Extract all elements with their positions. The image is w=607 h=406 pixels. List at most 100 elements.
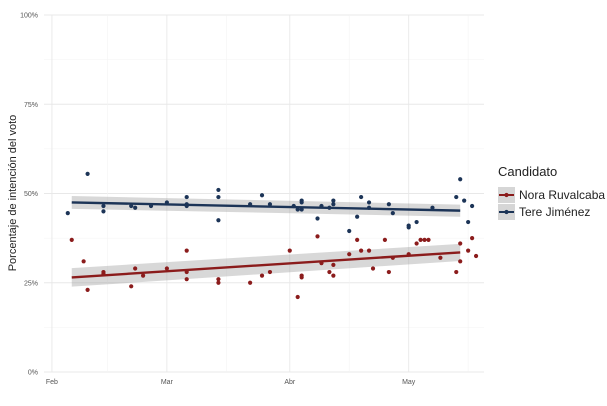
legend: Candidato Nora Ruvalcaba Tere Jiménez bbox=[498, 164, 605, 220]
data-point bbox=[458, 259, 463, 264]
data-point bbox=[184, 194, 189, 200]
y-tick-label: 50% bbox=[24, 191, 38, 198]
data-point bbox=[299, 200, 304, 205]
x-tick-label: Feb bbox=[46, 379, 58, 386]
data-point bbox=[216, 280, 221, 285]
data-point bbox=[295, 294, 300, 300]
data-point bbox=[184, 269, 189, 275]
data-point bbox=[355, 214, 360, 219]
data-point bbox=[140, 273, 146, 278]
data-point bbox=[406, 252, 411, 257]
x-tick-label: Mar bbox=[161, 379, 174, 386]
data-point bbox=[331, 198, 336, 203]
trend-line bbox=[71, 251, 461, 279]
data-point bbox=[426, 237, 431, 243]
data-point bbox=[418, 237, 423, 243]
data-point bbox=[458, 177, 463, 182]
data-point bbox=[454, 194, 459, 200]
data-point bbox=[366, 200, 372, 205]
data-point bbox=[347, 252, 352, 257]
data-point bbox=[259, 193, 265, 198]
data-point bbox=[259, 273, 265, 278]
data-point bbox=[65, 211, 70, 216]
data-point bbox=[422, 237, 427, 243]
data-point bbox=[466, 219, 471, 225]
data-point bbox=[85, 171, 90, 176]
data-point bbox=[315, 234, 320, 239]
data-point bbox=[414, 219, 419, 225]
data-point bbox=[148, 203, 154, 209]
data-point bbox=[291, 203, 296, 209]
data-points bbox=[65, 171, 479, 300]
data-point bbox=[319, 261, 324, 266]
data-point bbox=[216, 277, 221, 282]
y-tick-label: 0% bbox=[28, 370, 38, 377]
legend-title: Candidato bbox=[498, 164, 557, 179]
data-point bbox=[331, 202, 336, 207]
data-point bbox=[267, 202, 273, 207]
data-point bbox=[299, 207, 304, 212]
data-point bbox=[473, 253, 479, 259]
data-point bbox=[295, 207, 300, 212]
data-point bbox=[470, 203, 475, 209]
data-point bbox=[458, 241, 463, 246]
data-point bbox=[470, 236, 475, 241]
data-point bbox=[430, 205, 435, 210]
data-point bbox=[315, 216, 320, 221]
data-point bbox=[331, 273, 336, 278]
data-point bbox=[85, 287, 90, 292]
data-point bbox=[216, 218, 221, 223]
data-point bbox=[101, 209, 106, 214]
data-point bbox=[438, 255, 443, 260]
data-point bbox=[370, 266, 376, 271]
trend-lines bbox=[71, 201, 461, 279]
legend-key-point bbox=[504, 192, 509, 198]
data-point bbox=[366, 205, 372, 210]
data-point bbox=[466, 248, 471, 253]
data-point bbox=[382, 237, 388, 243]
x-tick-label: Abr bbox=[284, 379, 296, 386]
data-point bbox=[164, 266, 169, 271]
y-tick-label: 25% bbox=[24, 280, 38, 287]
data-point bbox=[390, 211, 395, 216]
data-point bbox=[359, 248, 364, 253]
data-point bbox=[386, 269, 391, 275]
data-point bbox=[133, 205, 138, 210]
data-point bbox=[462, 198, 467, 203]
data-point bbox=[133, 266, 138, 271]
chart-grid bbox=[44, 14, 484, 373]
data-point bbox=[267, 269, 273, 275]
data-point bbox=[184, 203, 189, 209]
y-tick-label: 100% bbox=[20, 13, 38, 20]
data-point bbox=[454, 269, 459, 275]
data-point bbox=[248, 202, 253, 207]
data-point bbox=[299, 273, 304, 278]
data-point bbox=[390, 255, 395, 260]
data-point bbox=[129, 203, 134, 209]
data-point bbox=[327, 269, 332, 275]
y-axis-title: Porcentaje de intención del voto bbox=[7, 115, 19, 272]
data-point bbox=[101, 271, 106, 276]
data-point bbox=[287, 248, 292, 253]
x-tick-label: May bbox=[402, 379, 416, 386]
data-point bbox=[216, 187, 221, 193]
y-axis-ticks: 0% 25% 50% 75% 100% bbox=[20, 13, 38, 377]
data-point bbox=[248, 280, 253, 285]
legend-label: Tere Jiménez bbox=[519, 205, 590, 219]
data-point bbox=[184, 277, 189, 282]
data-point bbox=[101, 203, 106, 209]
legend-key-point bbox=[504, 209, 509, 215]
y-tick-label: 75% bbox=[24, 102, 38, 109]
data-point bbox=[366, 248, 372, 253]
data-point bbox=[386, 202, 391, 207]
data-point bbox=[69, 237, 74, 243]
data-point bbox=[216, 194, 221, 200]
data-point bbox=[184, 248, 189, 253]
legend-label: Nora Ruvalcaba bbox=[519, 188, 605, 202]
data-point bbox=[355, 237, 360, 243]
trend-line bbox=[71, 201, 461, 212]
data-point bbox=[327, 205, 332, 210]
data-point bbox=[129, 284, 134, 289]
data-point bbox=[406, 225, 411, 230]
